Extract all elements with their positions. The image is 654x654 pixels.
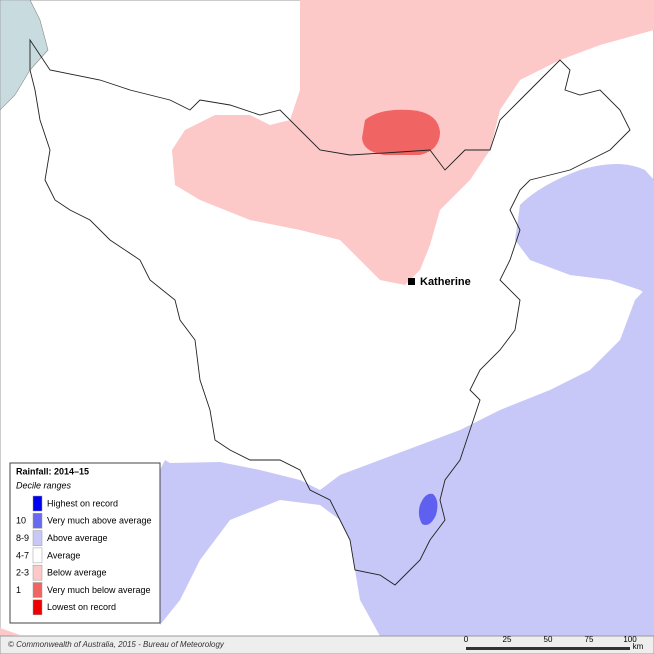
scale-tick-label: 100	[623, 635, 637, 644]
legend-code: 2-3	[16, 568, 29, 578]
legend-swatch	[32, 599, 43, 616]
very-much-below-area	[362, 109, 440, 155]
legend-label: Very much below average	[47, 585, 151, 595]
scale-unit: km	[633, 642, 644, 651]
scale-tick-label: 25	[503, 635, 512, 644]
legend-label: Lowest on record	[47, 602, 116, 612]
legend-label: Very much above average	[47, 516, 152, 526]
below-average-area	[0, 628, 20, 636]
legend-swatch	[32, 564, 43, 581]
very-much-above-area	[418, 493, 438, 525]
scale-tick-label: 0	[464, 635, 469, 644]
above-average-area	[515, 165, 654, 300]
legend-subtitle: Decile ranges	[16, 480, 72, 490]
legend-label: Below average	[47, 568, 107, 578]
legend-swatch	[32, 547, 43, 564]
legend-title: Rainfall: 2014–15	[16, 466, 89, 476]
legend-label: Average	[47, 550, 80, 560]
legend-swatch	[32, 495, 43, 512]
legend-code: 1	[16, 585, 21, 595]
legend-swatch	[32, 530, 43, 546]
legend-swatch	[32, 582, 43, 598]
town-label: Katherine	[420, 276, 471, 288]
legend-code: 4-7	[16, 550, 29, 560]
legend-code: 8-9	[16, 533, 29, 543]
scale-tick-label: 75	[585, 635, 594, 644]
legend-label: Above average	[47, 533, 108, 543]
sea	[0, 0, 49, 111]
above-average-area	[160, 164, 654, 636]
copyright: © Commonwealth of Australia, 2015 - Bure…	[8, 640, 225, 649]
legend-label: Highest on record	[47, 498, 118, 508]
legend-code: 10	[16, 516, 26, 526]
scale-tick-label: 50	[544, 635, 553, 644]
legend-swatch	[32, 513, 43, 529]
town-marker	[408, 278, 415, 285]
scale-bar-line	[466, 647, 630, 650]
legend: Rainfall: 2014–15 Decile ranges Highest …	[9, 462, 161, 624]
catchment-boundary	[29, 38, 631, 586]
